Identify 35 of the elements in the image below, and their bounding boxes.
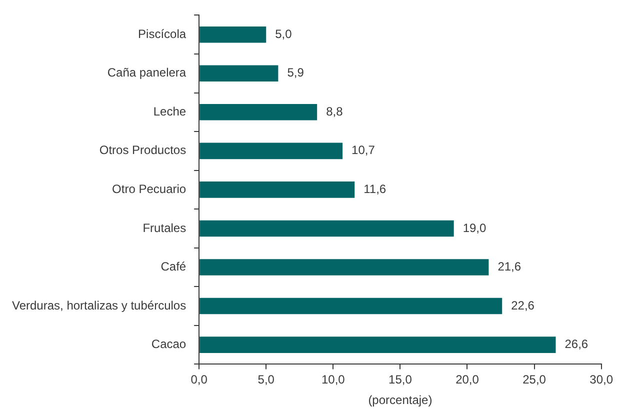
y-tick-label: Piscícola (138, 26, 186, 41)
y-tick-label: Leche (153, 104, 186, 118)
bar (200, 65, 278, 82)
bar (200, 259, 489, 276)
data-label: 19,0 (462, 220, 487, 235)
x-tick-label: 0,0 (190, 372, 208, 387)
y-tick-label: Otro Pecuario (112, 182, 186, 196)
x-axis-title: (porcentaje) (368, 393, 432, 408)
y-tick-label: Caña panelera (107, 66, 186, 80)
bar (200, 336, 556, 353)
y-tick-label: Frutales (142, 220, 186, 235)
data-label: 5,0 (275, 26, 292, 41)
x-tick-label: 10,0 (321, 372, 346, 387)
y-tick-label: Café (160, 260, 186, 274)
bar (200, 142, 343, 160)
data-label: 22,6 (511, 298, 535, 312)
y-tick-label: Verduras, hortalizas y tubérculos (12, 298, 186, 312)
y-tick-label: Otros Productos (99, 143, 186, 158)
x-tick-label: 5,0 (258, 372, 275, 387)
x-tick-label: 30,0 (590, 372, 614, 387)
bar (200, 104, 318, 120)
bar (200, 298, 502, 314)
x-tick-label: 15,0 (388, 372, 412, 387)
data-label: 21,6 (498, 260, 522, 274)
data-label: 10,7 (352, 143, 376, 158)
data-label: 5,9 (287, 66, 304, 80)
y-tick-label: Cacao (151, 337, 186, 352)
data-label: 8,8 (326, 104, 344, 118)
bar (200, 26, 266, 43)
bar (200, 220, 454, 237)
bar (200, 182, 355, 198)
x-tick-label: 20,0 (456, 372, 480, 387)
data-label: 11,6 (364, 182, 386, 196)
data-label: 26,6 (564, 337, 588, 352)
x-tick-label: 25,0 (522, 372, 546, 387)
